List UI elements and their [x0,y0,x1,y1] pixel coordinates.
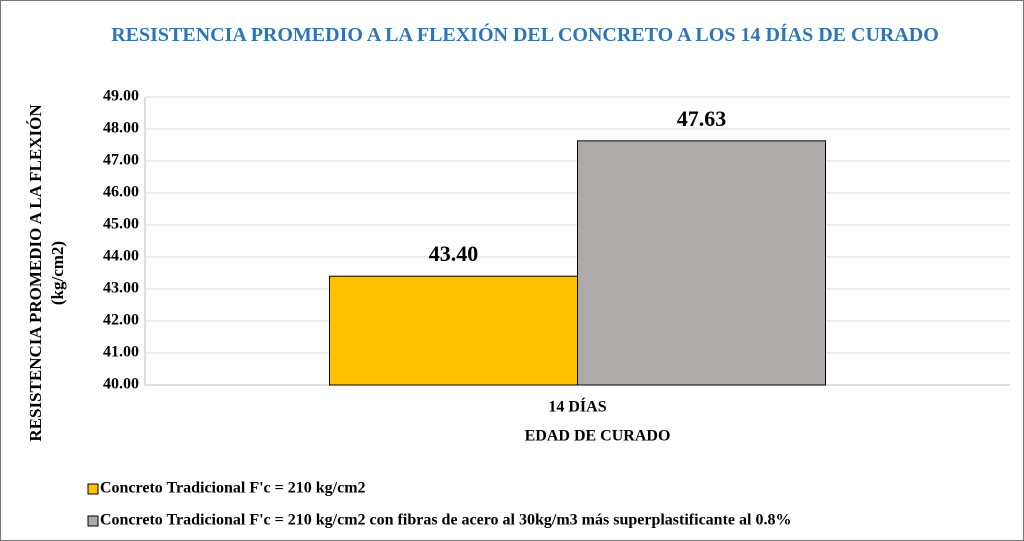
legend-label: Concreto Tradicional F'c = 210 kg/cm2 [100,480,366,497]
y-tick-label: 43.00 [103,280,139,297]
y-tick-label: 40.00 [103,376,139,393]
legend-swatch [87,515,99,527]
y-tick-label: 46.00 [103,184,139,201]
y-tick-label: 45.00 [103,216,139,233]
legend-label: Concreto Tradicional F'c = 210 kg/cm2 co… [100,512,791,529]
x-axis-label: EDAD DE CURADO [525,428,671,445]
data-label: 43.40 [429,241,479,266]
x-tick-label: 14 DÍAS [548,397,606,416]
legend-swatch [87,483,99,495]
y-tick-label: 47.00 [103,152,139,169]
bar [329,275,578,386]
chart-title: RESISTENCIA PROMEDIO A LA FLEXIÓN DEL CO… [111,24,939,46]
y-tick-label: 49.00 [103,88,139,105]
y-tick-label: 48.00 [103,120,139,137]
y-tick-label: 42.00 [103,312,139,329]
y-tick-label: 41.00 [103,344,139,361]
data-label: 47.63 [677,106,727,131]
y-tick-label: 44.00 [103,248,139,265]
y-axis-label: RESISTENCIA PROMEDIO A LA FLEXIÓN (kg/cm… [26,104,67,442]
bar [577,140,826,386]
